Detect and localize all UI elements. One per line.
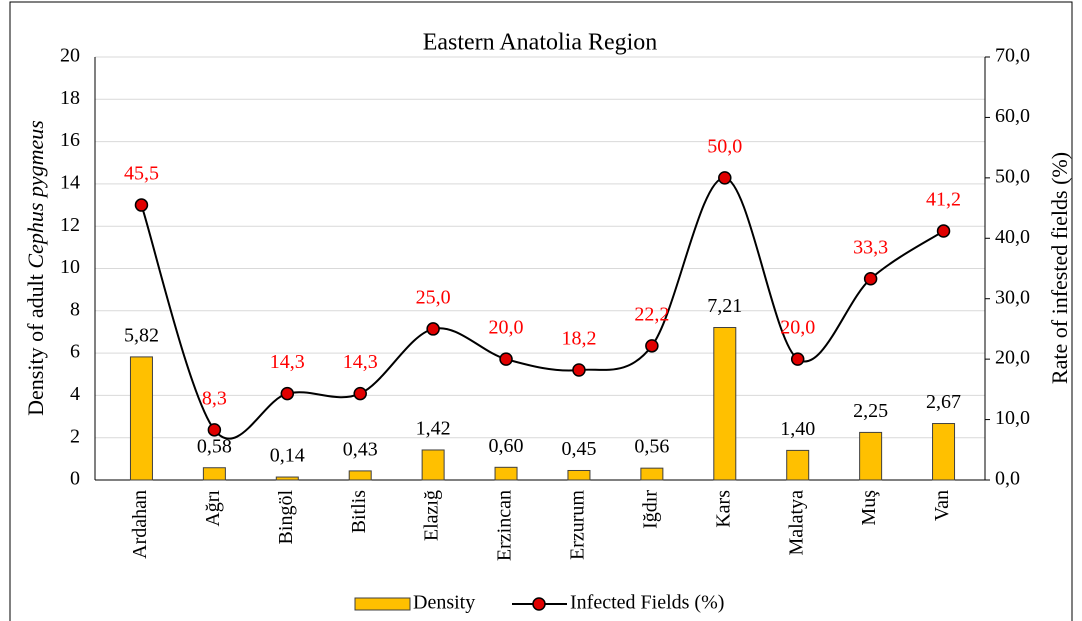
bar-value-label: 0,14 [270, 445, 305, 467]
bar [129, 356, 153, 481]
line-value-label: 33,3 [853, 236, 888, 258]
y-tick-label: 2 [70, 425, 80, 447]
line-marker [426, 322, 440, 336]
line [140, 176, 945, 440]
line-marker [863, 272, 878, 286]
y2-tick-label: 20,0 [995, 347, 1030, 369]
line-value-label: 45,5 [124, 163, 159, 185]
frame [9, 1, 1073, 621]
line-value-label: 18,2 [561, 328, 596, 350]
y2-tick-label: 60,0 [995, 105, 1030, 127]
bar-value-label: 0,56 [634, 436, 669, 458]
bar [421, 449, 445, 481]
bar-value-label: 2,25 [853, 400, 888, 422]
bar [567, 469, 591, 481]
y2-tick-label: 30,0 [995, 286, 1030, 308]
chart-title: Eastern Anatolia Region [423, 30, 658, 56]
legend-label: Density [413, 592, 475, 614]
y-tick-label: 10 [60, 256, 80, 278]
legend-swatch [354, 597, 411, 611]
y-tick-label: 14 [60, 171, 80, 193]
bar [932, 423, 956, 481]
line-marker [207, 423, 222, 437]
bar [859, 431, 883, 481]
bar-value-label: 7,21 [707, 295, 742, 317]
y-axis-label-part: Density of adult [23, 274, 48, 416]
bar-value-label: 0,58 [197, 435, 232, 457]
line-value-label: 20,0 [780, 317, 815, 339]
line-value-label: 8,3 [202, 387, 227, 409]
y2-tick-label: 70,0 [995, 45, 1030, 67]
line-marker [280, 386, 295, 401]
y-axis-label-part: Cephus pygmeus [23, 120, 48, 268]
x-tick-label: Ardahan [129, 490, 151, 559]
line-marker [572, 363, 586, 377]
bar [202, 467, 226, 481]
bar-value-label: 5,82 [124, 325, 159, 347]
line-marker [499, 352, 513, 366]
x-tick-label: Kars [712, 490, 734, 528]
x-tick-label: Erzurum [567, 490, 589, 560]
line-value-label: 25,0 [416, 287, 451, 309]
bar [275, 476, 299, 481]
bar [348, 470, 372, 481]
x-tick-label: Bingöl [275, 490, 297, 545]
line-marker [134, 198, 149, 212]
bar [494, 466, 518, 481]
y2-tick-label: 50,0 [995, 165, 1030, 187]
y2-tick-label: 40,0 [995, 226, 1030, 248]
line-value-label: 14,3 [270, 351, 305, 373]
y-tick-label: 6 [70, 341, 80, 363]
y-tick-label: 0 [70, 468, 80, 490]
y-tick-label: 20 [60, 45, 80, 67]
bar-value-label: 1,40 [780, 418, 815, 440]
bar-value-label: 1,42 [416, 418, 451, 440]
legend-marker [532, 597, 546, 611]
y2-axis-label: Rate of infested fields (%) [1047, 152, 1072, 384]
line-marker [353, 386, 367, 401]
y-tick-label: 18 [60, 87, 80, 109]
x-tick-label: Iğdır [639, 490, 661, 529]
line-marker [645, 339, 659, 353]
line-value-label: 41,2 [926, 189, 961, 211]
line-marker [718, 171, 732, 185]
line-value-label: 20,0 [489, 317, 524, 339]
x-tick-label: Bitlis [348, 490, 370, 534]
bar-value-label: 0,43 [343, 438, 378, 460]
y2-tick-label: 0,0 [995, 468, 1020, 490]
line-marker [790, 352, 805, 366]
x-tick-label: Malatya [785, 490, 807, 556]
y-axis-label: Density of adult Cephus pygmeus [23, 120, 48, 416]
x-tick-label: Erzincan [494, 490, 516, 561]
line-value-label: 50,0 [707, 135, 742, 157]
bar [713, 327, 737, 481]
bar [786, 449, 810, 481]
y-tick-label: 8 [70, 298, 80, 320]
x-tick-label: Van [931, 490, 953, 521]
y-tick-label: 12 [60, 214, 80, 236]
x-tick-label: Muş [858, 490, 880, 526]
bar [640, 467, 664, 481]
y-tick-label: 4 [70, 383, 80, 405]
line-value-label: 22,2 [634, 303, 669, 325]
bar-value-label: 0,45 [561, 438, 596, 460]
x-tick-label: Elazığ [421, 490, 443, 541]
line-value-label: 14,3 [343, 351, 378, 373]
bar-value-label: 2,67 [926, 391, 961, 413]
line-marker [936, 224, 951, 238]
legend-label: Infected Fields (%) [570, 592, 724, 614]
y-tick-label: 16 [60, 129, 80, 151]
x-tick-label: Ağrı [202, 490, 224, 527]
y2-tick-label: 10,0 [995, 407, 1030, 429]
bar-value-label: 0,60 [489, 435, 524, 457]
